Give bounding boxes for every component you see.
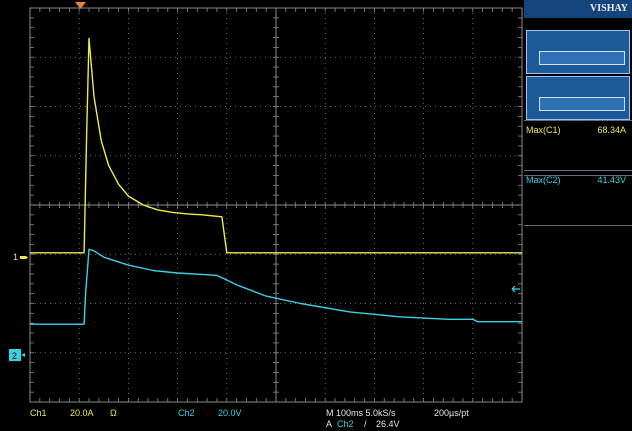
ch2-ground-marker-label: 2 [12, 351, 17, 361]
measurement-label: Max(C1) [526, 125, 561, 135]
side-menu-button-1-field [539, 51, 625, 65]
side-menu-button-2-field [539, 97, 625, 111]
trigger-prefix: A [326, 419, 333, 429]
trigger-level-arrow-icon [511, 285, 520, 293]
measurement-value: 68.34A [597, 125, 626, 135]
ch2-scale: 20.0V [218, 408, 242, 418]
side-panel: VISHAY Max(C1) 68.34A Max(C2) 41.43V [524, 0, 632, 431]
ch2-ground-marker [9, 349, 21, 361]
record-length-readout: 200µs/pt [434, 408, 469, 418]
panel-brand: VISHAY [524, 0, 632, 18]
trigger-position-marker [75, 2, 86, 9]
timebase-readout: M 100ms 5.0kS/s [326, 408, 396, 418]
trigger-level: 26.4V [376, 419, 400, 429]
graticule [29, 7, 523, 403]
ch1-ground-marker-label: 1 [13, 252, 18, 262]
traces [30, 37, 522, 325]
measurement-label: Max(C2) [526, 175, 561, 185]
measurement-max-c2: Max(C2) 41.43V [524, 170, 632, 226]
trace-ch2 [30, 248, 522, 325]
ch1-coupling-icon: Ω [110, 408, 117, 418]
ch1-ground-marker [20, 256, 28, 259]
ch2-label: Ch2 [178, 408, 195, 418]
measurement-max-c1: Max(C1) 68.34A [524, 120, 632, 176]
side-menu-button-2[interactable] [526, 76, 630, 120]
ch1-scale: 20.0A [70, 408, 94, 418]
trigger-source: Ch2 [337, 419, 354, 429]
trigger-slope-icon: / [364, 419, 367, 429]
ch1-label: Ch1 [30, 408, 47, 418]
ch2-ground-arrow [21, 353, 25, 357]
measurement-value: 41.43V [597, 175, 626, 185]
trace-ch1 [30, 37, 522, 254]
status-bar: Ch1 20.0A Ω Ch2 20.0V M 100ms 5.0kS/s 20… [0, 405, 524, 431]
side-menu-button-1[interactable] [526, 30, 630, 74]
markers: 1 2 [9, 2, 520, 361]
